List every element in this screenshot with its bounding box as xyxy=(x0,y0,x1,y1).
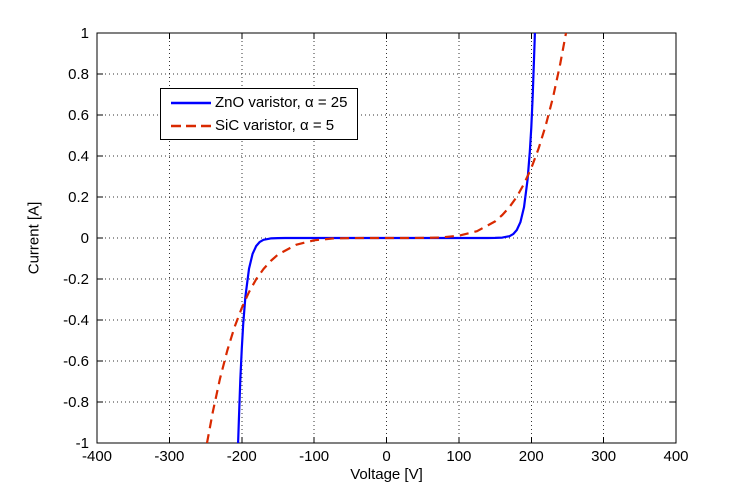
legend-label-sic: SiC varistor, α = 5 xyxy=(215,117,335,134)
x-tick-label: 400 xyxy=(663,448,688,465)
x-tick-label: 0 xyxy=(382,448,390,465)
y-tick-label: -0.8 xyxy=(63,394,89,411)
y-tick-label: 0.6 xyxy=(68,107,89,124)
y-axis-label: Current [A] xyxy=(25,201,43,275)
y-tick-label: 0.8 xyxy=(68,66,89,83)
y-tick-label: 1 xyxy=(81,25,89,42)
y-tick-label: 0.4 xyxy=(68,148,89,165)
y-tick-label: 0.2 xyxy=(68,189,89,206)
x-tick-label: -100 xyxy=(299,448,329,465)
legend: ZnO varistor, α = 25 SiC varistor, α = 5 xyxy=(160,88,358,140)
x-tick-label: -400 xyxy=(82,448,112,465)
legend-line-sample-sic xyxy=(171,124,211,127)
y-tick-label: -1 xyxy=(76,435,89,452)
legend-line-sample-zno xyxy=(171,101,211,104)
legend-item-zno: ZnO varistor, α = 25 xyxy=(171,94,357,112)
legend-item-sic: SiC varistor, α = 5 xyxy=(171,117,357,135)
x-tick-label: 100 xyxy=(446,448,471,465)
x-tick-label: -200 xyxy=(227,448,257,465)
y-tick-label: 0 xyxy=(81,230,89,247)
x-tick-label: -300 xyxy=(154,448,184,465)
y-tick-label: -0.2 xyxy=(63,271,89,288)
y-tick-label: -0.6 xyxy=(63,353,89,370)
axes-border xyxy=(96,32,677,444)
x-tick-label: 200 xyxy=(519,448,544,465)
x-tick-label: 300 xyxy=(591,448,616,465)
x-axis-label: Voltage [V] xyxy=(350,466,423,483)
curve-sic xyxy=(205,33,568,443)
legend-label-zno: ZnO varistor, α = 25 xyxy=(215,94,348,111)
y-tick-label: -0.4 xyxy=(63,312,89,329)
